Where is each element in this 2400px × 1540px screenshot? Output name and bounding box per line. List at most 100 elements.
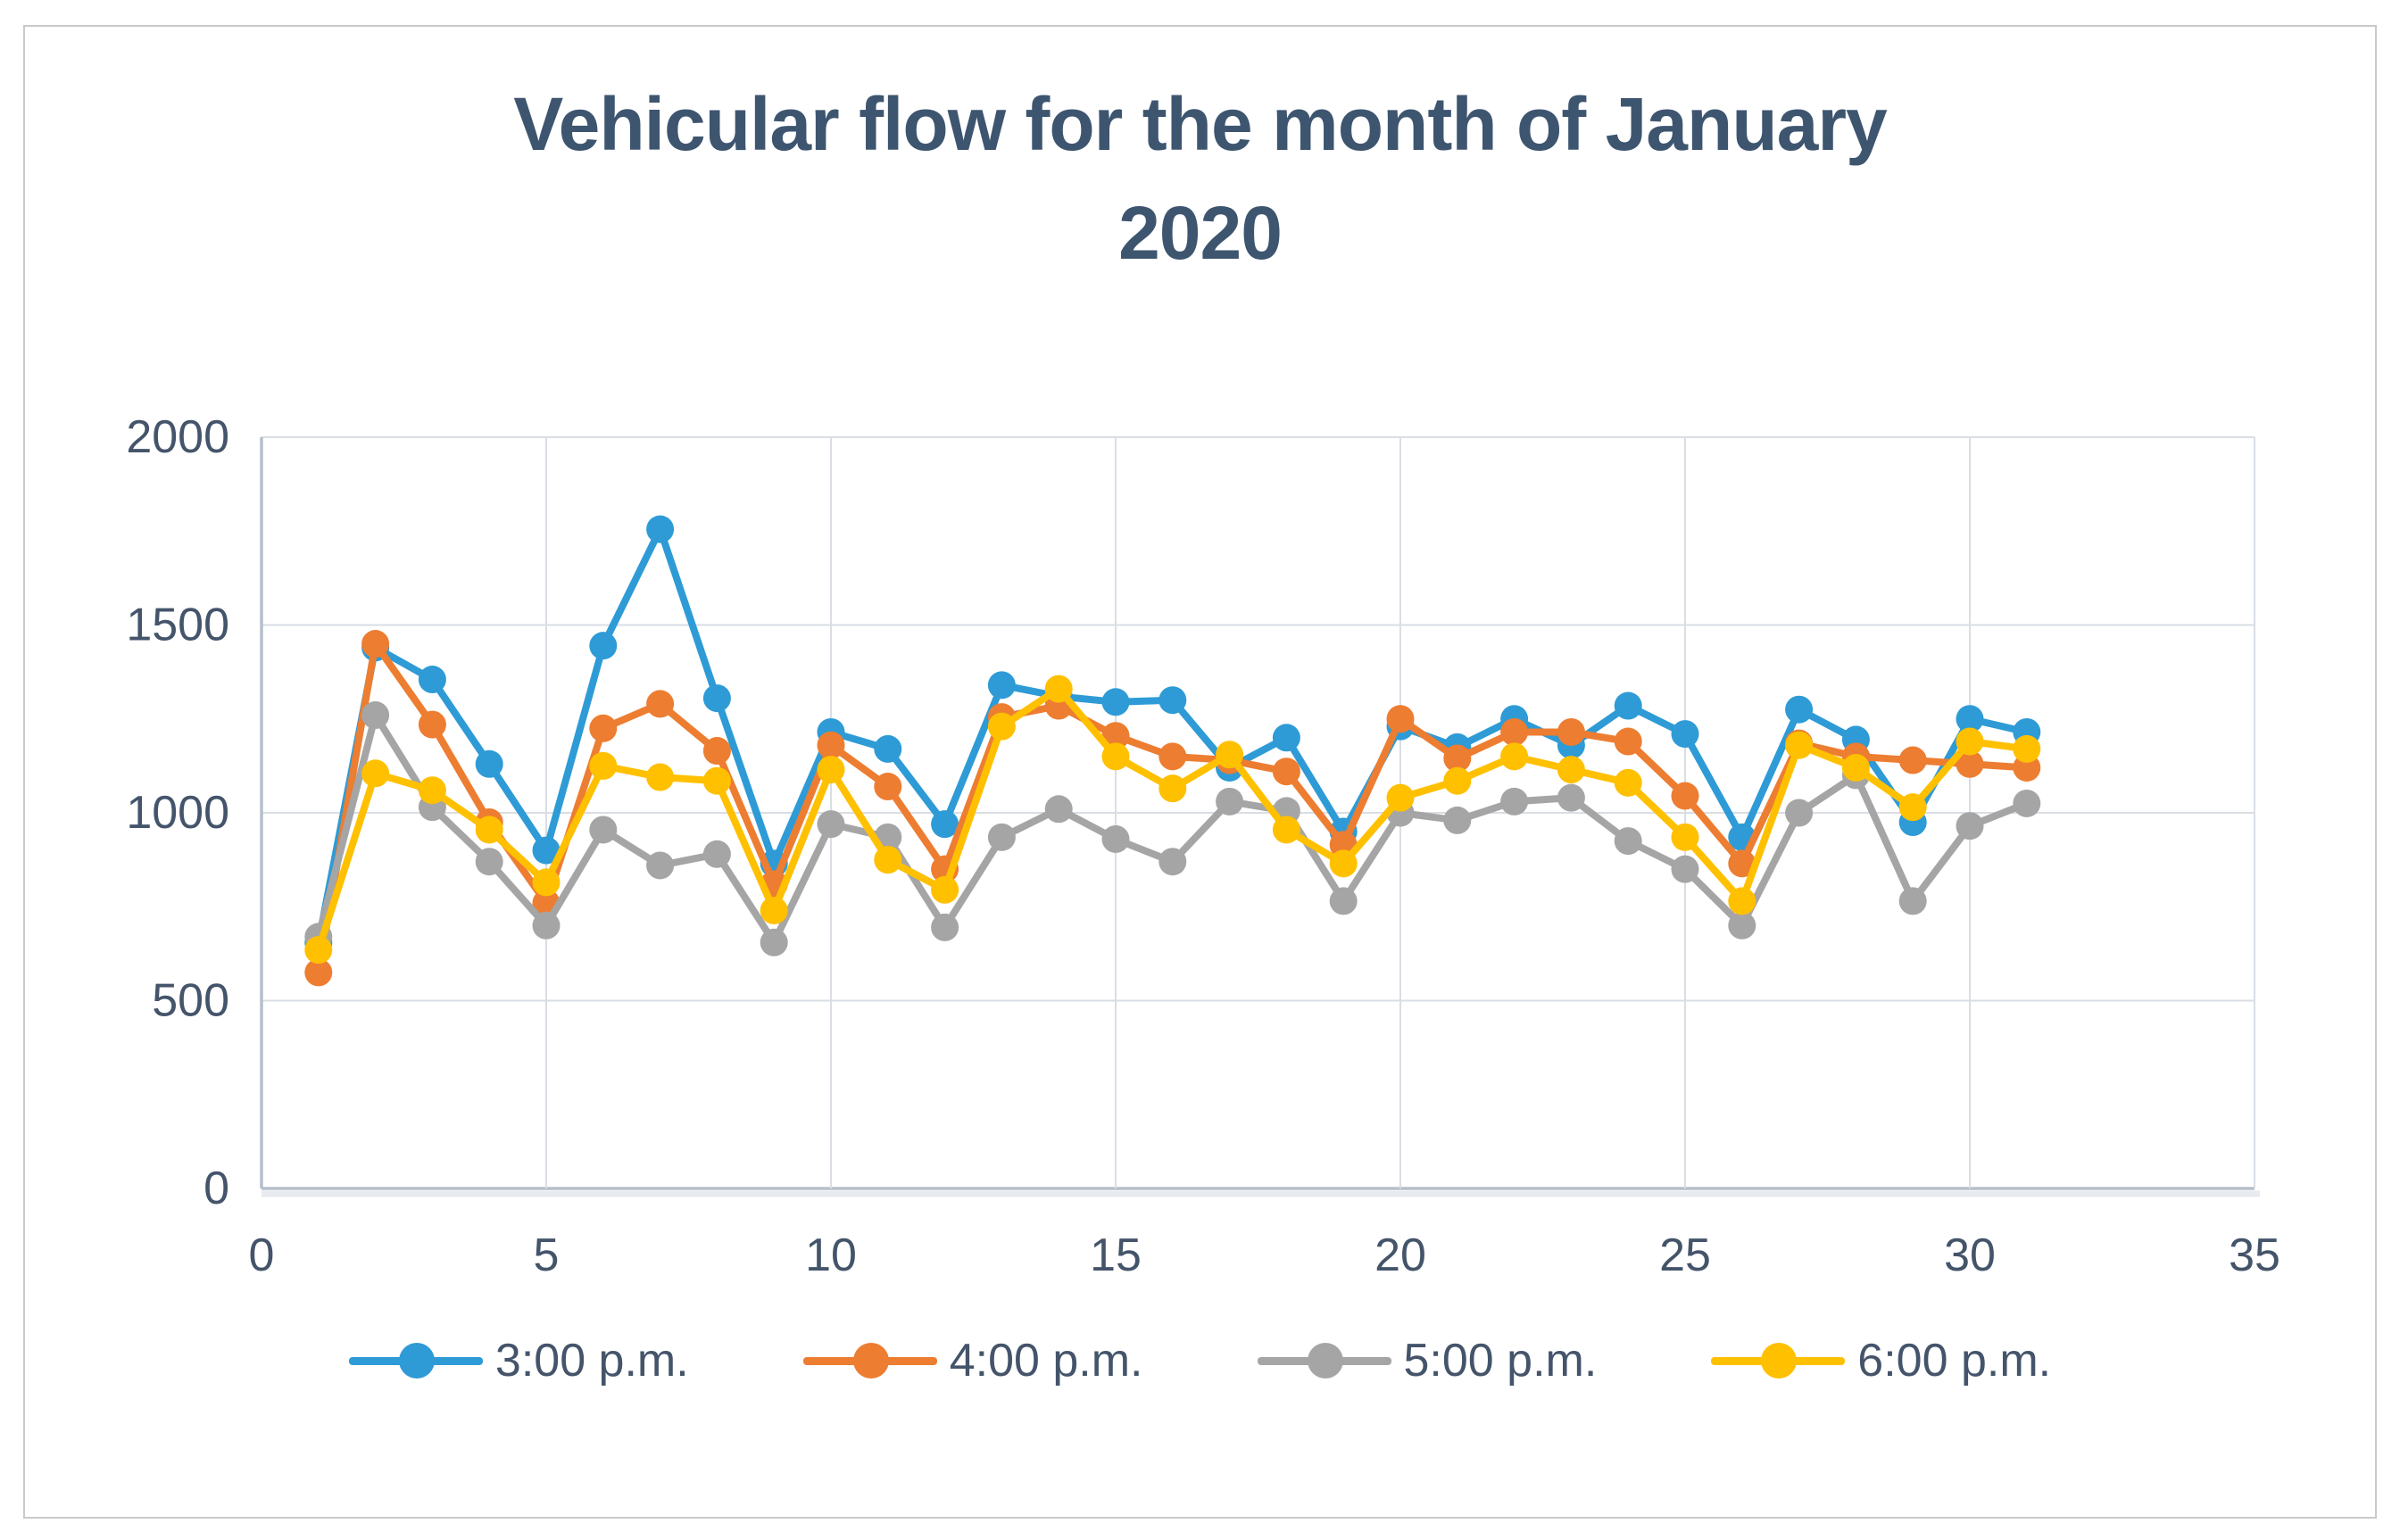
data-point	[817, 731, 845, 759]
data-point	[646, 763, 675, 791]
data-point	[418, 710, 446, 739]
data-point	[702, 766, 731, 795]
data-point	[760, 896, 788, 924]
data-point	[475, 749, 503, 778]
data-point	[1614, 827, 1642, 856]
data-point	[931, 875, 959, 904]
data-point	[874, 734, 902, 763]
y-axis-tick-label-1500: 1500	[126, 600, 229, 651]
data-point	[1443, 744, 1472, 773]
data-point	[1671, 855, 1699, 883]
legend-marker-6pm-icon	[1711, 1343, 1846, 1379]
data-point	[1158, 774, 1187, 803]
data-point	[361, 630, 390, 658]
data-point	[1101, 688, 1130, 716]
x-axis-tick-label-10: 10	[805, 1230, 857, 1281]
data-point	[1216, 787, 1244, 816]
data-point	[304, 936, 333, 965]
chart-title-line1: Vehicular flow for the month of January	[513, 82, 1888, 166]
data-point	[1443, 766, 1472, 795]
data-point	[1443, 806, 1472, 834]
data-point	[817, 810, 845, 839]
x-axis-tick-label-15: 15	[1090, 1230, 1142, 1281]
data-point	[1557, 783, 1585, 812]
data-point	[1671, 720, 1699, 749]
data-point	[1272, 724, 1300, 752]
x-axis-tick-label-5: 5	[534, 1230, 560, 1281]
data-point	[1728, 887, 1756, 915]
data-point	[1728, 911, 1756, 940]
data-point	[987, 712, 1016, 741]
y-axis-tick-label-1000: 1000	[126, 787, 229, 839]
data-point	[589, 816, 618, 844]
data-point	[589, 632, 618, 660]
data-point	[1785, 731, 1814, 759]
x-axis-tick-label-35: 35	[2229, 1230, 2280, 1281]
data-point	[1329, 887, 1358, 915]
data-point	[1614, 768, 1642, 797]
data-point	[1557, 756, 1585, 784]
data-point	[931, 810, 959, 839]
data-point	[1898, 887, 1927, 915]
legend-dot-3pm	[398, 1343, 435, 1379]
x-axis-tick-label-0: 0	[249, 1230, 275, 1281]
data-point	[702, 684, 731, 713]
data-point	[418, 666, 446, 694]
data-point	[2013, 789, 2041, 817]
data-point	[987, 671, 1016, 700]
data-point	[817, 756, 845, 784]
legend-item-4pm: 4:00 p.m.	[802, 1334, 1143, 1387]
data-point	[1785, 695, 1814, 724]
data-point	[1272, 758, 1300, 786]
data-point	[532, 911, 561, 940]
data-point	[418, 776, 446, 805]
x-axis-tick-label-30: 30	[1944, 1230, 1996, 1281]
series-line-600pm	[314, 685, 2030, 954]
x-axis-tick-label-25: 25	[1659, 1230, 1711, 1281]
legend-label-6pm: 6:00 p.m.	[1857, 1335, 2052, 1387]
y-axis-tick-label-2000: 2000	[126, 411, 229, 463]
data-point	[874, 773, 902, 801]
data-point	[1728, 849, 1756, 878]
data-point	[1158, 848, 1187, 876]
data-point	[475, 848, 503, 876]
data-point	[1956, 749, 1984, 778]
data-point	[589, 751, 618, 780]
chart-title-line2: 2020	[1118, 191, 1283, 275]
data-point	[1044, 675, 1073, 703]
legend-label-5pm: 5:00 p.m.	[1403, 1335, 1598, 1387]
data-point	[1898, 746, 1927, 774]
legend-marker-3pm-icon	[348, 1343, 483, 1379]
data-point	[874, 846, 902, 874]
data-point	[1614, 727, 1642, 756]
legend-dot-5pm	[1307, 1343, 1343, 1379]
data-point	[1841, 753, 1870, 782]
data-point	[1956, 705, 1984, 733]
chart-legend: 3:00 p.m. 4:00 p.m. 5:00 p.m. 6:00 p.m.	[0, 1334, 2400, 1387]
data-point	[646, 851, 675, 880]
y-axis-tick-label-500: 500	[152, 975, 229, 1027]
data-point	[2013, 734, 2041, 763]
legend-label-4pm: 4:00 p.m.	[949, 1335, 1143, 1387]
data-point	[702, 737, 731, 766]
legend-marker-5pm-icon	[1257, 1343, 1391, 1379]
data-point	[304, 958, 333, 987]
legend-item-6pm: 6:00 p.m.	[1711, 1334, 2051, 1387]
data-point	[361, 701, 390, 730]
data-point	[646, 690, 675, 718]
data-point	[1158, 742, 1187, 771]
legend-marker-4pm-icon	[802, 1343, 937, 1379]
legend-item-5pm: 5:00 p.m.	[1257, 1334, 1598, 1387]
data-point	[702, 840, 731, 868]
data-point	[1386, 705, 1415, 733]
data-point	[1044, 795, 1073, 824]
data-point	[760, 928, 788, 956]
data-point	[1671, 782, 1699, 810]
data-point	[1158, 686, 1187, 715]
data-point	[475, 816, 503, 844]
data-point	[1785, 799, 1814, 827]
data-point	[1956, 727, 1984, 756]
data-point	[1500, 742, 1529, 771]
